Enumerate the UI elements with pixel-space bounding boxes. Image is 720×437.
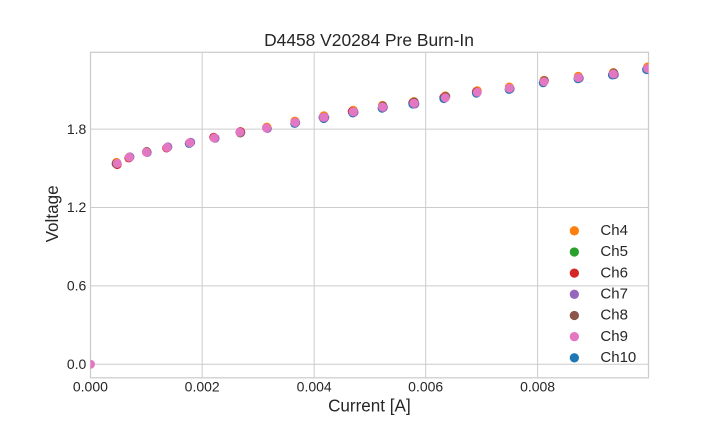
svg-text:0.000: 0.000 [73, 378, 108, 394]
svg-text:Ch4: Ch4 [600, 222, 628, 239]
svg-text:1.8: 1.8 [67, 121, 87, 137]
svg-text:Ch8: Ch8 [600, 307, 628, 324]
svg-text:Ch5: Ch5 [600, 243, 628, 260]
svg-text:0.004: 0.004 [297, 378, 332, 394]
svg-text:Voltage: Voltage [43, 185, 62, 242]
svg-text:Ch6: Ch6 [600, 264, 628, 281]
svg-text:D4458 V20284 Pre Burn-In: D4458 V20284 Pre Burn-In [264, 30, 474, 50]
svg-text:Ch7: Ch7 [600, 286, 628, 303]
svg-text:Ch10: Ch10 [600, 349, 636, 366]
svg-text:0.008: 0.008 [520, 378, 555, 394]
svg-text:0.002: 0.002 [185, 378, 220, 394]
svg-text:0.006: 0.006 [408, 378, 443, 394]
svg-text:Current [A]: Current [A] [328, 396, 411, 415]
svg-text:Ch9: Ch9 [600, 328, 628, 345]
svg-text:0.6: 0.6 [67, 278, 87, 294]
svg-text:0.0: 0.0 [67, 356, 87, 372]
svg-text:1.2: 1.2 [67, 199, 87, 215]
